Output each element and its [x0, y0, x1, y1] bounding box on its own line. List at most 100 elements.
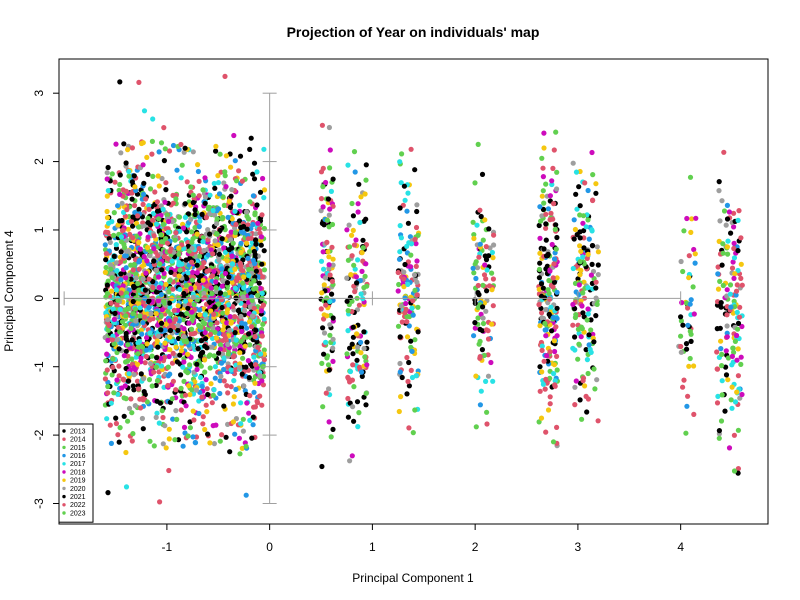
- data-point: [250, 171, 256, 177]
- data-point: [220, 278, 226, 284]
- data-point: [542, 327, 548, 333]
- data-point: [153, 382, 159, 388]
- data-point: [358, 339, 364, 345]
- data-point: [349, 377, 355, 383]
- data-point: [202, 426, 208, 433]
- data-point: [144, 258, 150, 264]
- data-point: [719, 351, 725, 357]
- data-point: [214, 221, 220, 227]
- data-point: [136, 206, 142, 212]
- data-point: [251, 176, 258, 182]
- data-point: [401, 183, 407, 189]
- data-point: [728, 304, 734, 310]
- data-point: [143, 353, 149, 360]
- data-point: [179, 162, 185, 168]
- data-point: [246, 273, 252, 279]
- data-point: [180, 364, 186, 370]
- data-point: [207, 331, 214, 337]
- data-point: [725, 251, 731, 257]
- data-point: [593, 285, 599, 291]
- data-point: [131, 365, 137, 371]
- data-point: [170, 286, 176, 292]
- data-point: [471, 235, 477, 242]
- data-point: [174, 167, 180, 173]
- data-point: [104, 282, 110, 288]
- data-point: [158, 363, 165, 369]
- data-point: [226, 247, 232, 253]
- data-point: [717, 325, 723, 331]
- data-point: [167, 248, 173, 254]
- data-point: [117, 306, 123, 312]
- data-point: [115, 324, 121, 331]
- data-point: [594, 244, 600, 250]
- data-point: [401, 284, 407, 290]
- data-point: [319, 290, 325, 296]
- data-point: [164, 212, 170, 218]
- data-point: [586, 236, 592, 242]
- data-point: [412, 167, 418, 173]
- data-point: [581, 279, 587, 285]
- data-point: [490, 303, 496, 309]
- data-point: [199, 394, 205, 400]
- data-point: [214, 320, 220, 326]
- data-point: [125, 248, 131, 254]
- data-point: [147, 253, 153, 259]
- data-point: [180, 317, 186, 323]
- data-point: [184, 276, 190, 282]
- data-point: [326, 254, 332, 260]
- data-point: [553, 129, 559, 135]
- data-point: [735, 217, 741, 223]
- data-point: [163, 321, 169, 327]
- data-point: [147, 361, 154, 367]
- data-point: [363, 216, 369, 222]
- data-point: [111, 341, 117, 347]
- data-point: [687, 328, 693, 334]
- data-point: [491, 232, 497, 238]
- data-point: [735, 326, 741, 332]
- data-point: [254, 202, 260, 208]
- data-point: [395, 323, 402, 329]
- x-tick-label: 1: [369, 540, 376, 554]
- data-point: [720, 250, 726, 256]
- data-point: [354, 331, 360, 337]
- data-point: [398, 235, 404, 241]
- data-point: [143, 196, 149, 202]
- data-point: [486, 226, 492, 232]
- x-tick-label: 3: [575, 540, 582, 554]
- data-point: [580, 310, 586, 316]
- data-point: [585, 217, 591, 223]
- data-point: [539, 315, 545, 321]
- data-point: [688, 338, 694, 344]
- data-point: [577, 203, 583, 209]
- data-point: [363, 390, 369, 396]
- data-point: [732, 338, 739, 344]
- data-point: [232, 208, 238, 214]
- data-point: [413, 263, 419, 269]
- data-point: [261, 267, 268, 273]
- data-point: [196, 410, 202, 417]
- data-point: [399, 319, 405, 325]
- data-point: [182, 214, 188, 220]
- data-point: [109, 372, 115, 378]
- data-point: [729, 384, 735, 390]
- data-point: [692, 260, 698, 266]
- data-point: [541, 130, 547, 136]
- data-point: [550, 165, 556, 171]
- data-point: [226, 302, 232, 308]
- data-point: [323, 302, 329, 308]
- data-point: [585, 396, 592, 402]
- data-point: [364, 362, 370, 368]
- data-point: [540, 174, 547, 180]
- data-point: [589, 243, 596, 249]
- data-point: [118, 234, 125, 240]
- data-point: [123, 313, 129, 319]
- data-point: [154, 398, 160, 404]
- data-point: [397, 205, 403, 211]
- data-point: [190, 294, 196, 300]
- data-point: [261, 187, 268, 193]
- data-point: [178, 372, 184, 378]
- data-point: [590, 172, 596, 178]
- data-point: [166, 218, 172, 225]
- data-point: [130, 311, 136, 317]
- data-point: [117, 329, 123, 335]
